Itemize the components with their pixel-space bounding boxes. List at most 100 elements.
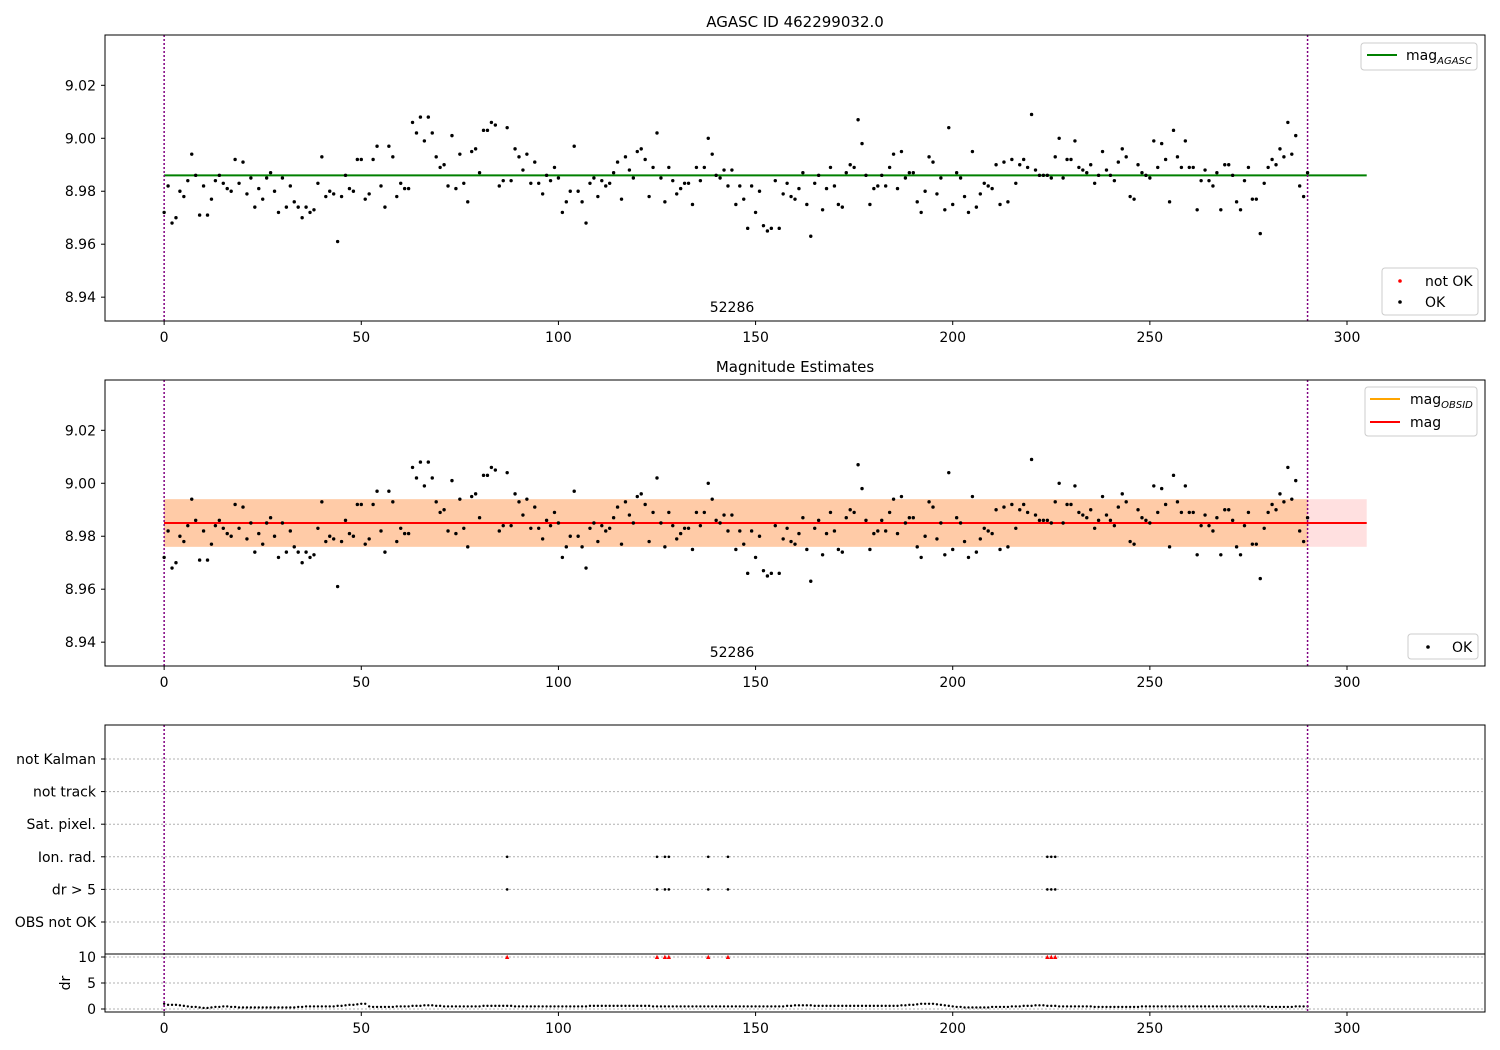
x-tick-label: 0 <box>160 1021 169 1037</box>
dr-point <box>1243 1005 1246 1008</box>
data-point <box>1175 500 1180 504</box>
y-tick-label: 8.98 <box>65 529 96 545</box>
data-point <box>1128 194 1132 199</box>
data-point <box>604 529 608 533</box>
dr-point <box>352 1003 355 1007</box>
data-point <box>962 539 967 544</box>
dr-point <box>1235 1005 1238 1008</box>
data-point <box>1301 194 1306 199</box>
data-point <box>371 502 375 507</box>
dr-point <box>190 1005 193 1009</box>
data-point <box>166 529 170 533</box>
panel-magnitude-title: Magnitude Estimates <box>716 358 874 376</box>
y-tick-label: 9.00 <box>65 476 96 492</box>
data-point <box>797 186 801 191</box>
data-point <box>1171 473 1176 478</box>
data-point <box>217 518 222 523</box>
data-point <box>734 547 738 552</box>
dr-point <box>935 1003 939 1006</box>
data-point <box>982 181 986 185</box>
dr-point <box>300 1005 304 1009</box>
data-point <box>686 181 691 185</box>
dr-point <box>683 1005 686 1008</box>
data-point <box>517 500 521 504</box>
data-point <box>789 539 793 544</box>
data-point <box>726 184 730 188</box>
data-point <box>477 516 482 520</box>
data-point <box>485 128 490 133</box>
data-point <box>414 476 419 480</box>
data-point <box>292 545 296 549</box>
data-point <box>501 523 505 528</box>
dr-point <box>931 1002 935 1005</box>
data-point <box>1297 529 1302 533</box>
data-point <box>162 555 166 560</box>
data-point <box>777 571 781 576</box>
data-point <box>434 500 438 504</box>
dr-point <box>202 1006 205 1010</box>
data-point <box>1246 510 1251 515</box>
flag-row-label: dr > 5 <box>52 882 96 898</box>
dr-point <box>1097 1005 1100 1009</box>
x-tick-label: 200 <box>939 330 966 346</box>
data-point <box>473 147 478 151</box>
data-point <box>284 205 289 209</box>
dr-point <box>864 1004 868 1008</box>
data-point <box>1029 457 1034 462</box>
data-point <box>690 202 695 207</box>
dr-point <box>643 1004 647 1008</box>
data-point <box>375 489 379 493</box>
data-point <box>730 513 734 517</box>
data-point <box>481 473 486 478</box>
x-tick-label: 50 <box>352 1021 370 1037</box>
data-point <box>990 186 994 191</box>
dr-point <box>391 1005 395 1009</box>
data-point <box>1148 176 1152 180</box>
dr-point <box>813 1004 816 1008</box>
data-point <box>466 200 470 204</box>
data-point <box>1254 542 1259 546</box>
data-point <box>205 213 210 217</box>
data-point <box>343 518 348 523</box>
y-tick-label: 8.94 <box>65 635 96 651</box>
data-point <box>785 181 789 185</box>
data-point <box>986 184 990 188</box>
data-point <box>170 221 174 225</box>
data-point <box>769 226 774 231</box>
data-point <box>1266 165 1270 170</box>
dr-point <box>785 1004 789 1008</box>
data-point <box>442 508 446 512</box>
panel-agasc-legend-lines: magAGASC <box>1360 42 1478 71</box>
data-point <box>166 184 170 188</box>
dr-point <box>1286 1005 1290 1009</box>
data-point <box>493 468 498 472</box>
data-point <box>1069 157 1073 162</box>
data-point <box>552 165 557 170</box>
data-point <box>773 178 777 183</box>
data-point <box>351 534 356 538</box>
dr-point <box>1054 1004 1057 1008</box>
dr-point <box>1251 1005 1254 1008</box>
data-point <box>927 500 931 504</box>
y-tick-label: 8.94 <box>65 290 96 306</box>
data-point <box>485 473 490 478</box>
data-point <box>887 510 892 515</box>
dr-point <box>1172 1005 1175 1008</box>
dr-point <box>971 1006 974 1009</box>
data-point <box>1041 518 1046 523</box>
dr-point <box>608 1004 611 1008</box>
data-point <box>1128 539 1132 544</box>
panel-flags-plot <box>105 725 1485 1012</box>
dr-outlier-marker <box>654 954 660 959</box>
data-point <box>639 492 643 496</box>
data-point <box>391 155 395 159</box>
data-point <box>481 128 486 133</box>
dr-point <box>387 1005 391 1009</box>
dr-point <box>1211 1005 1215 1008</box>
data-point <box>1163 502 1168 507</box>
data-point <box>1258 231 1262 236</box>
data-point <box>540 537 545 541</box>
data-point <box>974 205 979 209</box>
data-point <box>205 558 210 562</box>
